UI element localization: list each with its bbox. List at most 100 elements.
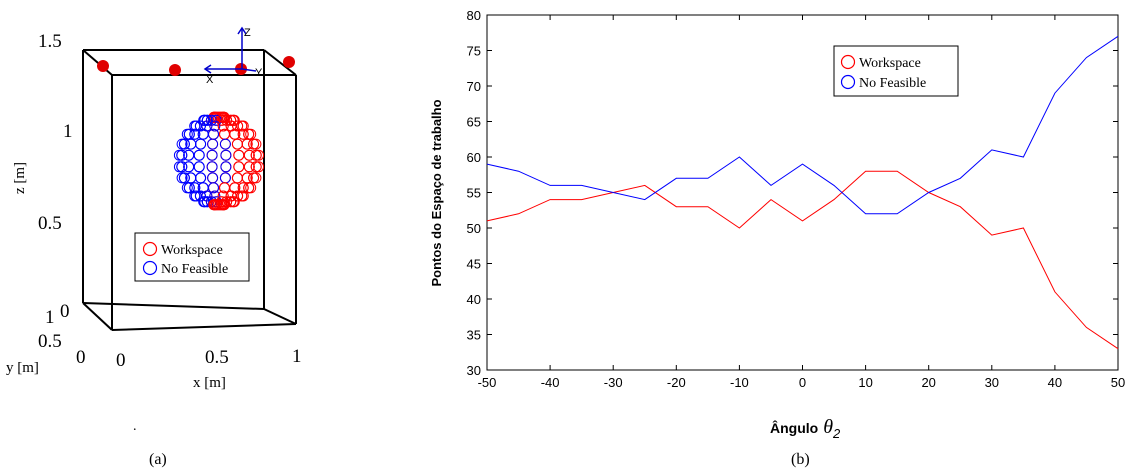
y-tick-label: 70 <box>467 79 481 94</box>
z-ticks: 1.5 1 0.5 0 <box>38 31 73 322</box>
x-tick-label: -50 <box>478 375 497 390</box>
sphere-point <box>183 161 195 173</box>
sphere-point <box>231 172 243 184</box>
workspace-box <box>82 49 297 331</box>
sphere-point <box>208 182 219 194</box>
y-ticks: 1 0.5 0 <box>38 307 86 368</box>
sphere-point <box>219 138 231 150</box>
sphere-point <box>253 161 265 173</box>
sphere-point <box>231 138 243 150</box>
x-tick-label: 0 <box>116 350 126 371</box>
panel-label-b: (b) <box>791 451 810 468</box>
y-tick-label: 0 <box>76 347 86 368</box>
panel-b: -50 -40 -30 -20 -10 0 10 20 30 40 50 30 35 40 45 50 55 60… <box>429 8 1125 468</box>
sphere-point <box>216 114 228 126</box>
sphere-point <box>189 128 201 140</box>
y-tick-label: 75 <box>467 44 481 59</box>
x-tick-label: 1 <box>292 346 302 367</box>
y-axis-label-b: Pontos do Espaço de trabalho <box>429 99 444 286</box>
x-tick-label: 40 <box>1048 375 1062 390</box>
sphere-point <box>206 161 218 173</box>
x-tick-label: 0 <box>799 375 806 390</box>
base-point <box>97 60 109 72</box>
sphere-point <box>176 172 188 184</box>
sphere-point <box>232 190 244 202</box>
sphere-point <box>183 182 195 194</box>
coordinate-frame-icon <box>203 26 257 74</box>
sphere-point <box>248 138 260 150</box>
sphere-point <box>190 190 202 202</box>
axis-ticks: -50 -40 -30 -20 -10 0 10 20 30 40 50 30 35 40 45 50 55 60… <box>467 8 1126 390</box>
legend-marker-no-feasible <box>840 74 856 90</box>
sphere-point <box>193 149 205 161</box>
sphere-point <box>190 120 202 132</box>
sphere-point <box>173 161 185 173</box>
sphere-point <box>220 161 232 173</box>
sphere-point <box>227 114 239 126</box>
x-tick-label: 30 <box>985 375 999 390</box>
sphere-point <box>201 114 213 126</box>
sphere-point <box>189 182 201 194</box>
z-tick-label: 1.5 <box>38 31 62 52</box>
y-tick-label: 40 <box>467 292 481 307</box>
z-axis-label: z [m] <box>12 162 28 194</box>
sphere-point <box>243 149 255 161</box>
sphere-point <box>232 120 244 132</box>
legend-marker-no-feasible <box>142 260 158 276</box>
sphere-point <box>193 161 205 173</box>
sphere-point <box>183 149 195 161</box>
x-tick-label: -40 <box>541 375 560 390</box>
y-tick-label: 65 <box>467 115 481 130</box>
series-line-workspace <box>486 170 1119 350</box>
y-tick-label: 55 <box>467 186 481 201</box>
sphere-point <box>207 138 219 150</box>
x-tick-label: 20 <box>921 375 935 390</box>
base-point <box>283 56 295 68</box>
sphere-point <box>236 120 248 132</box>
sphere-point <box>250 161 262 173</box>
legend-marker-workspace <box>840 54 856 70</box>
y-axis-label: y [m] <box>6 360 39 376</box>
frame-axis-x: X <box>206 74 214 86</box>
y-tick-label: 45 <box>467 257 481 272</box>
sphere-point <box>237 182 249 194</box>
sphere-point <box>217 120 229 132</box>
sphere-point <box>209 120 221 132</box>
series-lines <box>486 35 1119 350</box>
stray-dot: . <box>133 419 137 434</box>
sphere-point <box>241 138 253 150</box>
x-ticks: 0 0.5 1 <box>116 346 302 371</box>
sphere-point <box>225 114 237 126</box>
sphere-point <box>229 128 241 140</box>
panel-a: Z X Y 1.5 1 0.5 0 z [m] 1 0.5 0 y [m] 0 … <box>6 26 302 468</box>
legend-label-no-feasible: No Feasible <box>859 76 926 91</box>
z-tick-label: 0 <box>60 301 70 322</box>
sphere-point <box>237 128 249 140</box>
y-tick-label: 35 <box>467 328 481 343</box>
sphere-point <box>199 114 211 126</box>
sphere-point <box>194 120 206 132</box>
sphere-point <box>250 172 262 184</box>
sphere-point <box>219 172 231 184</box>
z-tick-label: 0.5 <box>38 213 62 234</box>
x-tick-label: 50 <box>1111 375 1125 390</box>
x-tick-label: 10 <box>858 375 872 390</box>
sphere-point <box>207 172 219 184</box>
sphere-point <box>250 149 262 161</box>
sphere-point <box>206 149 218 161</box>
x-axis-label-symbol: θ <box>823 416 833 438</box>
x-tick-label: 0.5 <box>205 347 229 368</box>
sphere-point <box>250 138 262 150</box>
sphere-point <box>176 161 188 173</box>
sphere-point <box>218 199 230 211</box>
frame-axis-z: Z <box>244 27 251 39</box>
sphere-point <box>243 161 255 173</box>
sphere-point <box>220 149 232 161</box>
x-tick-label: -20 <box>667 375 686 390</box>
sphere-point <box>195 138 207 150</box>
x-axis-label-b: Ângulo θ2 <box>770 416 841 441</box>
workspace-sphere <box>173 111 265 211</box>
x-tick-label: -10 <box>730 375 749 390</box>
y-tick-label: 1 <box>45 307 55 328</box>
